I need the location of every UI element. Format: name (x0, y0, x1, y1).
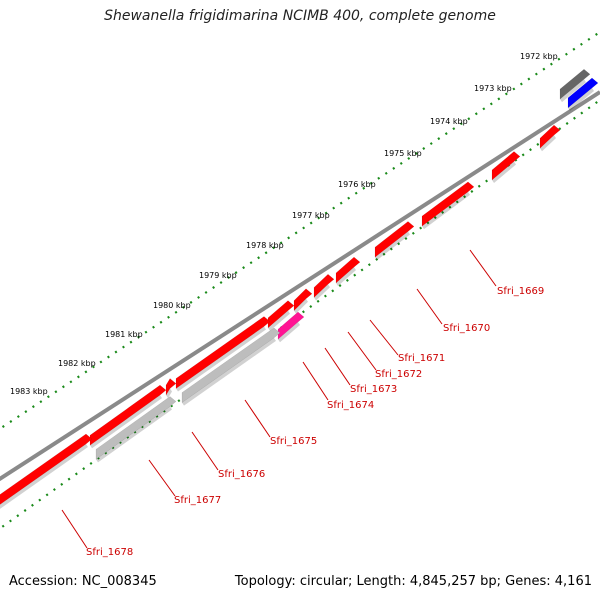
gene-arrow-top-dark-shadow (560, 79, 586, 103)
kbp-label-1981: 1981 kbp (105, 330, 143, 339)
gene-arrow-sfri-1674 (313, 273, 335, 299)
kbp-label-1975: 1975 kbp (384, 149, 422, 158)
gene-arrow-magenta (277, 311, 305, 340)
gene-arrow-sfri-1678-shadow (166, 388, 172, 399)
gene-label-sfri-1676: Sfri_1676 (218, 469, 265, 480)
genome-backbone (0, 90, 600, 482)
gene-arrow-sfri-1673-shadow (336, 267, 356, 286)
gene-arrow-sfri-1670 (491, 151, 521, 181)
gene-label-sfri-1671: Sfri_1671 (398, 353, 445, 364)
gene-labels: Sfri_1669 Sfri_1670 Sfri_1671 Sfri_1672 … (86, 286, 544, 558)
gene-arrow-b-shadow (0, 443, 88, 509)
gene-arrow-a-shadow (90, 395, 162, 449)
gene-label-sfri-1670: Sfri_1670 (443, 323, 490, 334)
gene-label-sfri-1673: Sfri_1673 (350, 384, 397, 395)
gene-arrow-sfri-1675-shadow (294, 298, 308, 314)
gene-arrow-sfri-1672 (374, 221, 415, 258)
gene-arrow-sfri-1675 (293, 288, 313, 312)
gene-arrow-top-dark (559, 68, 591, 100)
gene-arrow-gray-2 (95, 396, 177, 460)
gene-arrow-top-blue (567, 77, 599, 109)
gene-arrow-gray-1 (181, 327, 281, 404)
kbp-label-1977: 1977 kbp (292, 211, 330, 220)
figure-title: Shewanella frigidimarina NCIMB 400, comp… (104, 8, 496, 24)
gene-arrow-gray-1-shadow (182, 337, 276, 406)
topology-text: Topology: circular; Length: 4,845,257 bp… (234, 574, 592, 589)
gene-arrow-sfri-1677 (175, 316, 271, 390)
gene-arrow-sfri-1673 (335, 256, 361, 284)
gene-arrow-sfri-1669 (539, 124, 561, 149)
gene-arrow-sfri-1676 (267, 300, 295, 329)
kbp-label-1973: 1973 kbp (474, 84, 512, 93)
gene-arrow-magenta-shadow (278, 322, 300, 343)
kbp-label-1978: 1978 kbp (246, 241, 284, 250)
gene-arrow-sfri-1669-shadow (540, 135, 556, 152)
gene-label-sfri-1672: Sfri_1672 (375, 369, 422, 380)
kbp-label-1979: 1979 kbp (199, 271, 237, 280)
kbp-label-1974: 1974 kbp (430, 117, 468, 126)
gene-label-sfri-1678: Sfri_1678 (86, 547, 133, 558)
gene-leader-lines (61, 249, 497, 549)
accession-text: Accession: NC_008345 (9, 574, 157, 589)
gene-arrow-sfri-1672-shadow (375, 231, 410, 261)
feature-track (0, 68, 599, 509)
kbp-label-1982: 1982 kbp (58, 359, 96, 368)
gene-arrow-a (89, 384, 167, 446)
gene-label-sfri-1677: Sfri_1677 (174, 495, 221, 506)
gene-arrow-top-blue-shadow (568, 88, 594, 111)
kbp-label-1980: 1980 kbp (153, 301, 191, 310)
kbp-label-1972: 1972 kbp (520, 52, 558, 61)
kbp-label-1983: 1983 kbp (10, 387, 48, 396)
gene-arrow-sfri-1677-shadow (176, 326, 266, 392)
gene-arrow-sfri-1670-shadow (492, 161, 516, 183)
outer-dotted-ruler (0, 31, 600, 431)
gene-label-sfri-1669: Sfri_1669 (497, 286, 544, 297)
gene-arrow-b (0, 433, 93, 505)
gene-arrow-sfri-1674-shadow (314, 284, 330, 301)
gene-arrow-sfri-1676-shadow (268, 310, 290, 331)
gene-arrow-sfri-1678 (165, 378, 177, 397)
scale-labels: 1972 kbp 1973 kbp 1974 kbp 1975 kbp 1976… (10, 52, 558, 396)
gene-label-sfri-1674: Sfri_1674 (327, 400, 374, 411)
gene-arrow-sfri-1671-shadow (422, 191, 470, 230)
kbp-label-1976: 1976 kbp (338, 180, 376, 189)
gene-label-sfri-1675: Sfri_1675 (270, 436, 317, 447)
gene-arrow-sfri-1671 (421, 181, 475, 227)
gene-arrow-gray-2-shadow (96, 406, 172, 463)
